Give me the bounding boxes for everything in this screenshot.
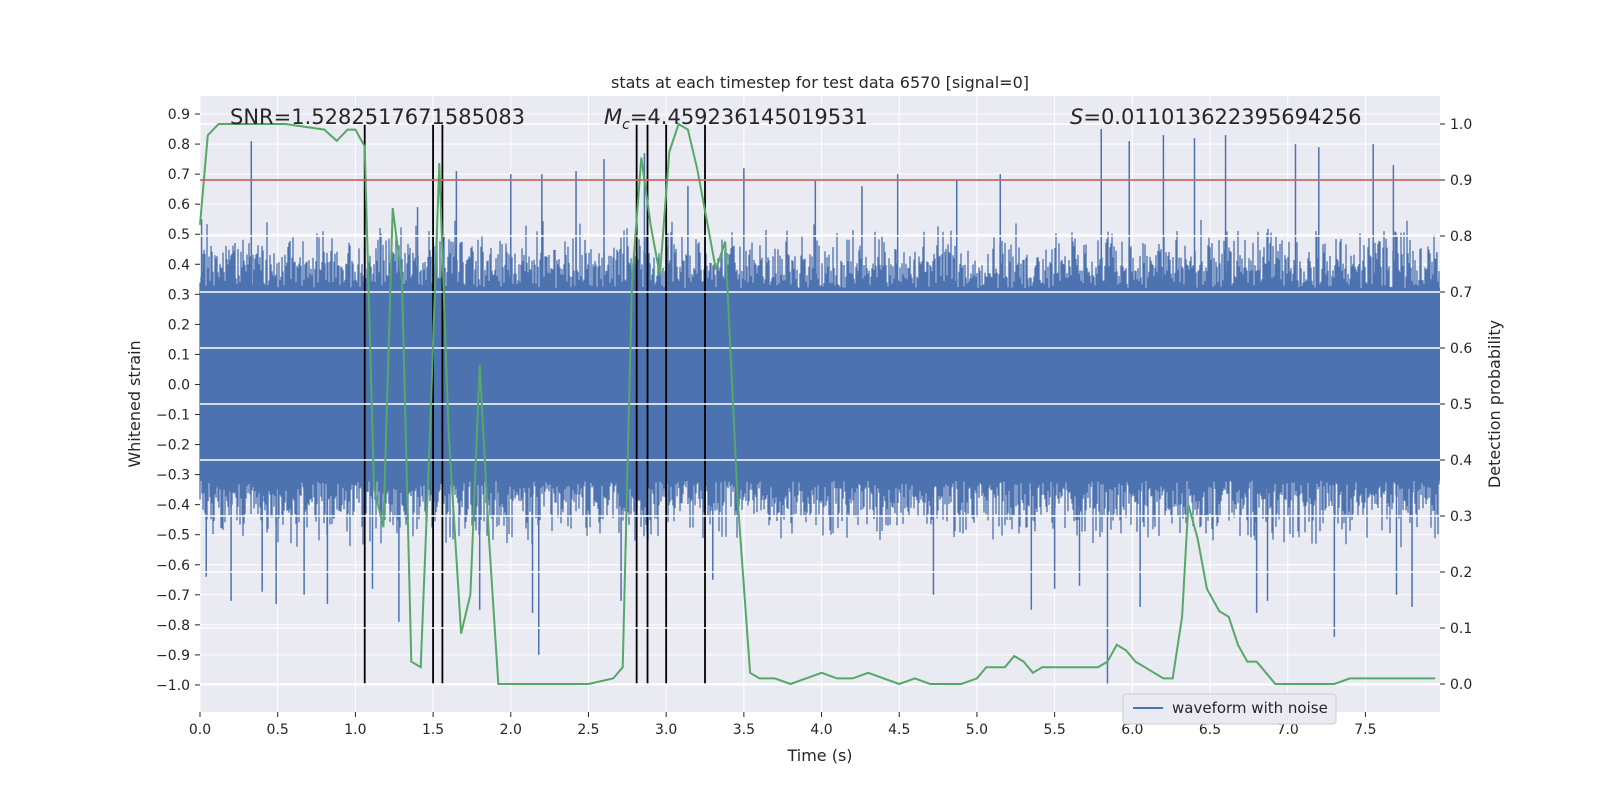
y-tick-label: 0.6 xyxy=(168,197,190,213)
y-tick-label: 0.9 xyxy=(168,107,190,123)
axis-ticks: 0.0 0.5 1.0 1.5 2.0 2.5 3.0 3.5 4.0 4.5 5.0 5.5 6.0 6… xyxy=(156,107,1472,738)
x-tick-label: 4.5 xyxy=(888,722,910,738)
y2-tick-label: 1.0 xyxy=(1450,117,1472,133)
probability-series xyxy=(199,122,1436,686)
x-tick-label: 0.0 xyxy=(189,722,211,738)
y2-axis-label: Detection probability xyxy=(1485,320,1504,488)
y2-tick-label: 0.0 xyxy=(1450,677,1472,693)
x-tick-label: 6.0 xyxy=(1121,722,1143,738)
y-tick-label: 0.3 xyxy=(168,287,190,303)
x-tick-label: 1.5 xyxy=(422,722,444,738)
y-tick-label: −0.5 xyxy=(156,528,190,544)
y-tick-label: −0.4 xyxy=(156,498,190,514)
x-tick-label: 5.0 xyxy=(966,722,988,738)
legend-label: waveform with noise xyxy=(1172,699,1328,717)
y-tick-label: −0.6 xyxy=(156,558,190,574)
x-tick-label: 2.0 xyxy=(500,722,522,738)
y2-tick-label: 0.4 xyxy=(1450,453,1472,469)
legend-box xyxy=(1122,693,1337,725)
legend: waveform with noise xyxy=(1122,693,1337,725)
y-tick-label: −0.3 xyxy=(156,468,190,484)
x-tick-label: 2.5 xyxy=(577,722,599,738)
chirp-mass-value: =4.459236145019531 xyxy=(630,105,868,129)
y-axis-label: Whitened strain xyxy=(125,340,144,467)
y-tick-label: 0.1 xyxy=(168,347,190,363)
y2-tick-label: 0.2 xyxy=(1450,565,1472,581)
secondary-gridlines xyxy=(200,123,1440,685)
y-tick-label: −0.1 xyxy=(156,408,190,424)
y-tick-label: −0.9 xyxy=(156,648,190,664)
y-tick-label: 0.8 xyxy=(168,137,190,153)
y-tick-label: 0.7 xyxy=(168,167,190,183)
y-tick-label: −1.0 xyxy=(156,678,190,694)
x-tick-label: 3.0 xyxy=(655,722,677,738)
chirp-mass-symbol: M xyxy=(604,105,622,129)
y2-tick-label: 0.7 xyxy=(1450,285,1472,301)
s-symbol: S xyxy=(1070,105,1083,129)
y-tick-label: 0.4 xyxy=(168,257,190,273)
x-axis-label: Time (s) xyxy=(786,746,852,765)
y2-tick-label: 0.1 xyxy=(1450,621,1472,637)
chirp-mass-annotation: Mc=4.459236145019531 xyxy=(604,105,868,133)
y2-tick-label: 0.3 xyxy=(1450,509,1472,525)
x-tick-label: 6.5 xyxy=(1199,722,1221,738)
chirp-mass-subscript: c xyxy=(622,117,630,133)
x-tick-label: 0.5 xyxy=(267,722,289,738)
s-value: =0.011013622395694256 xyxy=(1083,105,1361,129)
x-tick-label: 7.5 xyxy=(1354,722,1376,738)
y-tick-label: −0.7 xyxy=(156,588,190,604)
x-tick-label: 4.0 xyxy=(810,722,832,738)
y-tick-label: 0.0 xyxy=(168,377,190,393)
y-tick-label: 0.2 xyxy=(168,317,190,333)
y-tick-label: 0.5 xyxy=(168,227,190,243)
x-tick-label: 3.5 xyxy=(733,722,755,738)
y2-tick-label: 0.9 xyxy=(1450,173,1472,189)
y2-tick-label: 0.5 xyxy=(1450,397,1472,413)
y2-tick-label: 0.8 xyxy=(1450,229,1472,245)
x-tick-label: 5.5 xyxy=(1044,722,1066,738)
chart-title: stats at each timestep for test data 657… xyxy=(611,73,1029,92)
snr-annotation: SNR=1.5282517671585083 xyxy=(230,105,525,129)
s-annotation: S=0.011013622395694256 xyxy=(1070,105,1361,129)
y-tick-label: −0.8 xyxy=(156,618,190,634)
y-tick-label: −0.2 xyxy=(156,438,190,454)
x-tick-label: 1.0 xyxy=(344,722,366,738)
y2-tick-label: 0.6 xyxy=(1450,341,1472,357)
probability-line xyxy=(199,122,1436,686)
x-tick-label: 7.0 xyxy=(1277,722,1299,738)
